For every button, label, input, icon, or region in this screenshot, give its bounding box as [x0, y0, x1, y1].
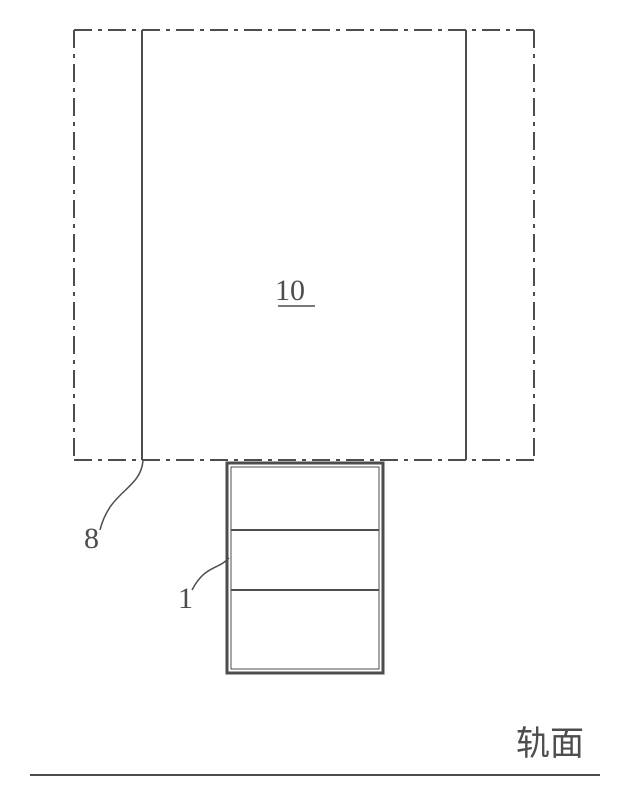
- leader-1-curve: [192, 558, 229, 590]
- label-8: 8: [84, 522, 99, 555]
- leader-8-curve: [100, 461, 143, 530]
- rail-label: 轨面: [516, 725, 584, 763]
- stand-inner-outline: [231, 467, 379, 669]
- label-10: 10: [275, 274, 305, 307]
- label-1: 1: [178, 582, 193, 615]
- technical-diagram: 10 8 1 轨面: [0, 0, 626, 808]
- stand-outline: [227, 463, 383, 673]
